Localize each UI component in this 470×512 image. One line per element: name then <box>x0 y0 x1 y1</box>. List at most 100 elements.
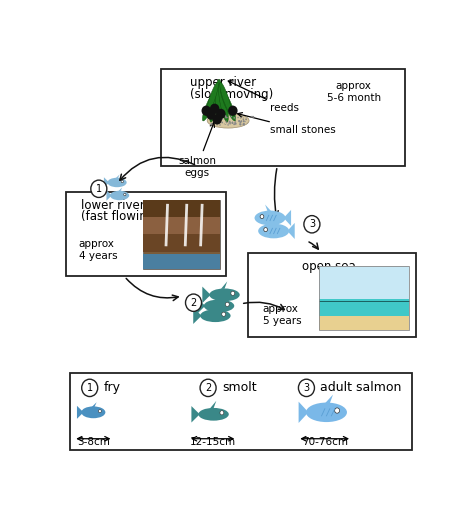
FancyBboxPatch shape <box>143 234 220 252</box>
Circle shape <box>227 117 228 118</box>
Polygon shape <box>325 395 333 403</box>
Polygon shape <box>283 210 291 226</box>
Ellipse shape <box>215 79 223 122</box>
Circle shape <box>239 123 240 124</box>
Circle shape <box>222 312 226 316</box>
Circle shape <box>210 117 211 119</box>
FancyArrowPatch shape <box>309 242 318 249</box>
Circle shape <box>238 120 240 122</box>
Circle shape <box>227 124 229 126</box>
Circle shape <box>243 118 244 120</box>
Circle shape <box>229 123 231 124</box>
FancyArrowPatch shape <box>126 279 178 301</box>
Ellipse shape <box>198 408 229 421</box>
Ellipse shape <box>204 300 234 312</box>
Circle shape <box>240 117 242 119</box>
Circle shape <box>241 120 242 122</box>
Polygon shape <box>203 287 211 303</box>
Circle shape <box>304 216 320 233</box>
FancyBboxPatch shape <box>143 200 220 224</box>
Circle shape <box>210 116 212 117</box>
Circle shape <box>245 118 247 120</box>
Circle shape <box>91 180 107 198</box>
FancyArrowPatch shape <box>120 157 195 180</box>
Polygon shape <box>104 177 109 188</box>
Circle shape <box>213 116 215 118</box>
FancyBboxPatch shape <box>66 191 227 276</box>
Ellipse shape <box>255 210 285 225</box>
Circle shape <box>216 118 217 119</box>
Circle shape <box>220 411 224 415</box>
Text: 2: 2 <box>205 383 211 393</box>
Polygon shape <box>191 406 200 422</box>
Circle shape <box>202 105 211 116</box>
Text: 3-8cm: 3-8cm <box>77 437 110 447</box>
FancyBboxPatch shape <box>319 300 409 317</box>
Text: small stones: small stones <box>238 113 336 135</box>
Ellipse shape <box>258 224 289 238</box>
Text: upper river: upper river <box>190 76 256 90</box>
Text: (fast flowing): (fast flowing) <box>81 210 158 223</box>
FancyBboxPatch shape <box>161 69 405 166</box>
Text: (slow moving): (slow moving) <box>190 88 273 101</box>
Circle shape <box>243 123 245 124</box>
Text: 1: 1 <box>86 383 93 393</box>
Polygon shape <box>298 402 308 423</box>
Circle shape <box>298 379 314 396</box>
Polygon shape <box>77 406 84 419</box>
Text: lower river: lower river <box>81 199 144 211</box>
Circle shape <box>228 121 231 123</box>
Circle shape <box>219 124 221 126</box>
Circle shape <box>212 114 222 124</box>
Circle shape <box>251 116 253 118</box>
Ellipse shape <box>209 288 240 301</box>
Circle shape <box>217 116 219 118</box>
Polygon shape <box>92 402 97 407</box>
Circle shape <box>242 116 243 117</box>
Polygon shape <box>216 292 222 300</box>
Text: approx
5-6 month: approx 5-6 month <box>327 81 381 103</box>
Circle shape <box>231 116 232 117</box>
Circle shape <box>243 120 245 122</box>
FancyArrowPatch shape <box>243 302 284 310</box>
Ellipse shape <box>219 82 231 114</box>
Circle shape <box>206 110 216 120</box>
Circle shape <box>224 115 227 117</box>
Circle shape <box>221 122 223 123</box>
Circle shape <box>225 116 227 118</box>
Circle shape <box>215 120 216 121</box>
Circle shape <box>82 379 98 396</box>
FancyBboxPatch shape <box>248 252 415 337</box>
Circle shape <box>234 122 235 123</box>
Text: 3: 3 <box>309 219 315 229</box>
Polygon shape <box>193 308 202 324</box>
Text: 2: 2 <box>190 297 196 308</box>
Circle shape <box>121 180 124 183</box>
FancyBboxPatch shape <box>319 266 409 302</box>
Circle shape <box>228 122 230 124</box>
Polygon shape <box>269 218 275 224</box>
FancyBboxPatch shape <box>70 373 412 450</box>
Circle shape <box>240 121 242 123</box>
Circle shape <box>186 294 202 311</box>
Circle shape <box>252 116 254 118</box>
Circle shape <box>228 105 238 116</box>
Circle shape <box>224 123 225 124</box>
Text: 3: 3 <box>303 383 310 393</box>
Text: fry: fry <box>103 381 120 394</box>
Polygon shape <box>221 282 227 289</box>
Ellipse shape <box>108 178 126 187</box>
Text: approx
5 years: approx 5 years <box>263 304 301 326</box>
Circle shape <box>243 124 245 125</box>
Circle shape <box>124 194 126 196</box>
FancyBboxPatch shape <box>143 217 220 238</box>
Circle shape <box>235 119 236 120</box>
Circle shape <box>221 118 223 120</box>
Circle shape <box>260 215 264 219</box>
Polygon shape <box>197 297 205 314</box>
Circle shape <box>234 117 235 119</box>
Circle shape <box>226 302 229 307</box>
FancyBboxPatch shape <box>143 254 220 269</box>
Circle shape <box>244 121 246 122</box>
Polygon shape <box>116 175 120 178</box>
